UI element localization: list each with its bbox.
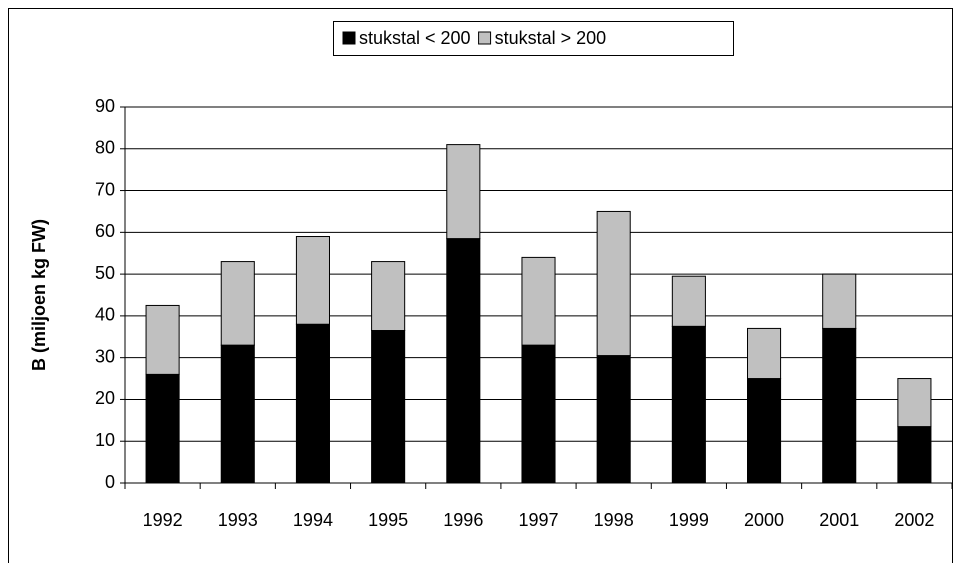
y-tick-label: 20 [95, 388, 115, 408]
x-tick-label: 1993 [218, 510, 258, 530]
x-tick-label: 2000 [744, 510, 784, 530]
bar-segment [295, 323, 330, 484]
y-tick-label: 40 [95, 305, 115, 325]
bar-segment [371, 261, 406, 332]
bar-segment [822, 273, 857, 329]
y-tick-label: 30 [95, 346, 115, 366]
legend-swatch [342, 31, 356, 45]
bar-segment [446, 238, 481, 484]
legend-label: stukstal < 200 [359, 28, 471, 48]
bar-segment [671, 275, 706, 327]
bar-segment [145, 304, 180, 375]
bar-segment [371, 330, 406, 484]
y-tick-label: 50 [95, 263, 115, 283]
bar-segment [446, 144, 481, 240]
bar-segment [295, 236, 330, 325]
y-axis-title: B (miljoen kg FW) [29, 219, 49, 371]
bar-segment [747, 378, 782, 484]
x-tick-label: 2001 [819, 510, 859, 530]
x-tick-label: 1994 [293, 510, 333, 530]
y-tick-label: 60 [95, 221, 115, 241]
x-tick-label: 1998 [594, 510, 634, 530]
y-tick-label: 70 [95, 179, 115, 199]
x-tick-label: 2002 [894, 510, 934, 530]
bar-segment [521, 256, 556, 346]
x-tick-label: 1995 [368, 510, 408, 530]
bar-segment [822, 327, 857, 484]
bar-segment [145, 373, 180, 484]
x-tick-label: 1996 [443, 510, 483, 530]
bar-segment [220, 261, 255, 346]
y-tick-label: 90 [95, 96, 115, 116]
y-tick-label: 10 [95, 430, 115, 450]
bar-segment [596, 210, 631, 357]
bar-segment [596, 355, 631, 484]
x-tick-label: 1999 [669, 510, 709, 530]
bar-segment [747, 327, 782, 380]
legend-swatch [478, 31, 492, 45]
legend-box [333, 21, 734, 56]
bar-segment [521, 344, 556, 484]
bar-segment [897, 426, 932, 484]
y-tick-label: 0 [105, 472, 115, 492]
x-tick-label: 1997 [518, 510, 558, 530]
bar-segment [897, 378, 932, 428]
bar-segment [671, 325, 706, 484]
legend-label: stukstal > 200 [495, 28, 607, 48]
y-tick-label: 80 [95, 138, 115, 158]
x-tick-label: 1992 [143, 510, 183, 530]
bar-segment [220, 344, 255, 484]
